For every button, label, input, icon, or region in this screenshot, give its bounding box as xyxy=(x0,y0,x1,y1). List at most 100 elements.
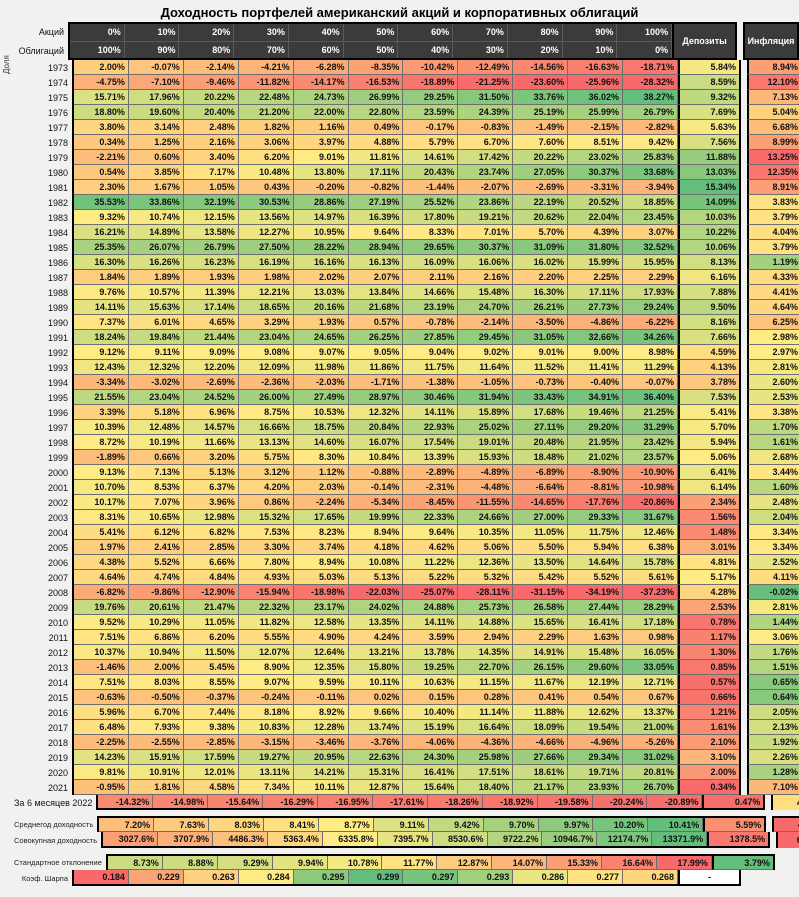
return-cell: 10.95% xyxy=(293,225,349,240)
row-cells: -1.89% 0.66% 3.20% 5.75% 8.30% 10.84% 13.39% 15… xyxy=(72,450,741,465)
table-row: 1985 25.35% 26.07% 26.79% 27.50% 28.22% 28.94%… xyxy=(14,240,799,255)
return-cell: -0.20% xyxy=(293,180,349,195)
return-cell: 8.94% xyxy=(293,555,349,570)
return-cell: 9.42% xyxy=(428,818,484,832)
table-row: 1993 12.43% 12.32% 12.20% 12.09% 11.98% 11.86%… xyxy=(14,360,799,375)
return-cell: -0.07% xyxy=(128,60,184,75)
return-cell: 1.05% xyxy=(183,180,239,195)
return-cell: 4.62% xyxy=(403,540,459,555)
row-cells: 6.48% 7.93% 9.38% 10.83% 12.28% 13.74% 15.19% 1… xyxy=(72,720,741,735)
return-cell: 7.63% xyxy=(154,818,210,832)
return-cell: 25.19% xyxy=(513,105,569,120)
return-cell: -1.46% xyxy=(74,660,129,675)
return-cell: 24.02% xyxy=(348,600,404,615)
return-cell: 6.48% xyxy=(74,720,129,735)
deposit-cell: 4.81% xyxy=(677,555,739,570)
return-cell: 12.36% xyxy=(458,555,514,570)
year-label: 1993 xyxy=(47,362,68,373)
return-cell: 26.79% xyxy=(183,240,239,255)
return-cell: 5.96% xyxy=(74,705,129,720)
return-cell: 22.70% xyxy=(458,660,514,675)
return-cell: 1.84% xyxy=(74,270,129,285)
inflation-cell: 2.68% xyxy=(747,450,799,465)
return-cell: 8.53% xyxy=(128,480,184,495)
return-cell: 14.60% xyxy=(293,435,349,450)
return-cell: 10.78% xyxy=(327,856,383,870)
table-row: 2019 14.23% 15.91% 17.59% 19.27% 20.95% 22.63%… xyxy=(14,750,799,765)
return-cell: 12.32% xyxy=(348,405,404,420)
return-cell: 20.52% xyxy=(568,195,624,210)
return-cell: -31.15% xyxy=(513,585,569,600)
return-cell: 10.11% xyxy=(348,675,404,690)
bonds-share-header: 100% xyxy=(70,41,125,58)
deposit-cell: 0.85% xyxy=(677,660,739,675)
return-cell: 0.229 xyxy=(128,870,184,884)
return-cell: 22.80% xyxy=(348,105,404,120)
row-cells: 7.20% 7.63% 8.03% 8.41% 8.77% 9.11% 9.42% 9.70%… xyxy=(97,816,767,832)
return-cell: 23.86% xyxy=(458,195,514,210)
return-cell: 10.37% xyxy=(74,645,129,660)
return-cell: 4.88% xyxy=(348,135,404,150)
return-cell: 19.60% xyxy=(128,105,184,120)
return-cell: 10.39% xyxy=(74,420,129,435)
row-cells: 16.21% 14.89% 13.58% 12.27% 10.95% 9.64% 8.33%… xyxy=(72,225,741,240)
deposit-cell: 5.84% xyxy=(677,60,739,75)
table-row: За 6 месяцев 2022 -14.32% -14.98% -15.64% -1… xyxy=(14,795,799,810)
return-cell: 21.17% xyxy=(513,780,569,795)
return-cell: 12.48% xyxy=(128,420,184,435)
return-cell: 28.86% xyxy=(293,195,349,210)
return-cell: 16.64% xyxy=(458,720,514,735)
return-cell: -18.26% xyxy=(427,795,483,808)
return-cell: -16.53% xyxy=(348,75,404,90)
year-label: 1996 xyxy=(47,407,68,418)
return-cell: 12.87% xyxy=(348,780,404,795)
summary-row-label: Совокупная доходность xyxy=(14,835,98,845)
return-cell: 10946.7% xyxy=(542,832,598,846)
return-cell: 25.83% xyxy=(623,150,678,165)
return-cell: 10.70% xyxy=(74,480,129,495)
return-cell: 5363.4% xyxy=(267,832,323,846)
row-cells: 18.80% 19.60% 20.40% 21.20% 22.00% 22.80% 23.5… xyxy=(72,105,741,120)
return-cell: 25.02% xyxy=(458,420,514,435)
inflation-column-header: Инфляция xyxy=(743,22,799,60)
return-cell: 9.38% xyxy=(183,720,239,735)
return-cell: 17.11% xyxy=(568,285,624,300)
table-row: 1979 -2.21% 0.60% 3.40% 6.20% 9.01% 11.81% 14.6… xyxy=(14,150,799,165)
return-cell: 12.62% xyxy=(568,705,624,720)
return-cell: 2.48% xyxy=(183,120,239,135)
return-cell: 4.64% xyxy=(74,570,129,585)
inflation-cell: 1.92% xyxy=(747,735,799,750)
return-cell: -0.95% xyxy=(74,780,129,795)
return-cell: 1.97% xyxy=(74,540,129,555)
return-cell: -2.14% xyxy=(183,60,239,75)
return-cell: 2.11% xyxy=(403,270,459,285)
return-cell: 7.01% xyxy=(458,225,514,240)
return-cell: 24.88% xyxy=(403,600,459,615)
return-cell: 18.80% xyxy=(74,105,129,120)
return-cell: 4.84% xyxy=(183,570,239,585)
return-cell: 33.86% xyxy=(128,195,184,210)
row-cells: 2.00% -0.07% -2.14% -4.21% -6.28% -8.35% -10.4… xyxy=(72,60,741,75)
summary-row-label: Стандартное отклонение xyxy=(14,857,102,867)
table-row: 2015 -0.63% -0.50% -0.37% -0.24% -0.11% 0.02% 0… xyxy=(14,690,799,705)
return-cell: 24.66% xyxy=(458,510,514,525)
stocks-share-header: 40% xyxy=(288,24,344,42)
row-cells: 8.73% 8.88% 9.29% 9.94% 10.78% 11.77% 12.87% 14… xyxy=(105,854,775,870)
summary-row-label: Среднегод доходность xyxy=(14,819,94,829)
return-cell: 20.22% xyxy=(183,90,239,105)
return-cell: -2.85% xyxy=(183,735,239,750)
year-label: 2019 xyxy=(47,752,68,763)
table-row: 2007 4.64% 4.74% 4.84% 4.93% 5.03% 5.13% 5.22% 5… xyxy=(14,570,799,585)
return-cell: 9.52% xyxy=(74,615,129,630)
return-cell: 29.34% xyxy=(568,750,624,765)
table-row: 2003 8.31% 10.65% 12.98% 15.32% 17.65% 19.99% 2… xyxy=(14,510,799,525)
return-cell: 23.59% xyxy=(403,105,459,120)
return-cell: 4.24% xyxy=(348,630,404,645)
return-cell: -0.82% xyxy=(348,180,404,195)
return-cell: 23.93% xyxy=(568,780,624,795)
return-cell: -15.94% xyxy=(238,585,294,600)
bonds-share-header: 20% xyxy=(507,41,563,58)
return-cell: 29.60% xyxy=(568,660,624,675)
table-row: 2010 9.52% 10.29% 11.05% 11.82% 12.58% 13.35% 1… xyxy=(14,615,799,630)
return-cell: 12.20% xyxy=(183,360,239,375)
